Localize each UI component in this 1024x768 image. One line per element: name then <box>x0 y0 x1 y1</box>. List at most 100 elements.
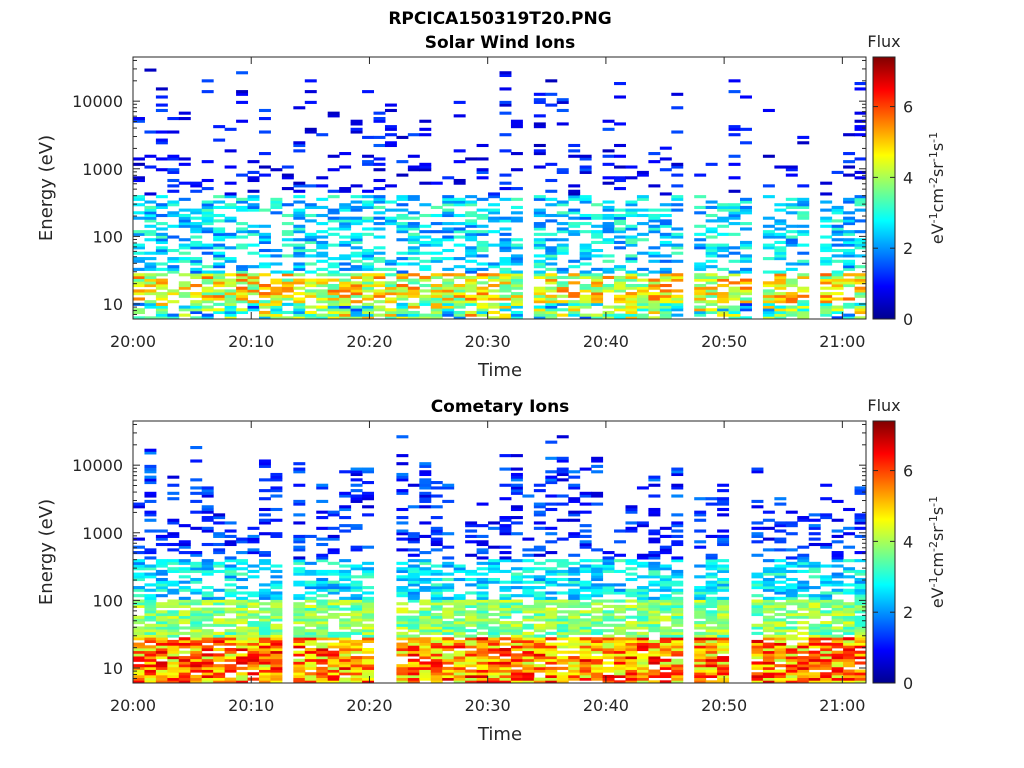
heatmap-cell <box>465 195 478 199</box>
heatmap-cell <box>636 283 649 288</box>
heatmap-cell <box>831 599 844 603</box>
heatmap-cell <box>362 205 375 209</box>
heatmap-cell <box>728 251 741 255</box>
heatmap-cell <box>854 526 867 530</box>
heatmap-cell <box>556 435 569 439</box>
heatmap-cell <box>774 246 787 250</box>
heatmap-cell <box>453 604 466 608</box>
heatmap-cell <box>636 658 649 662</box>
heatmap-cell <box>258 240 271 244</box>
heatmap-cell <box>648 564 661 568</box>
colorbar-tick-label: 0 <box>903 310 913 329</box>
heatmap-cell <box>854 629 867 633</box>
heatmap-cell <box>316 586 329 590</box>
heatmap-cell <box>362 615 375 619</box>
heatmap-cell <box>350 604 363 608</box>
heatmap-cell <box>281 187 294 191</box>
heatmap-cell <box>430 591 443 595</box>
heatmap-cell <box>533 680 546 684</box>
heatmap-cell <box>820 219 833 223</box>
heatmap-cell <box>213 623 226 627</box>
heatmap-cell <box>270 677 283 681</box>
heatmap-cell <box>316 316 329 320</box>
heatmap-cell <box>213 230 226 234</box>
heatmap-cell <box>499 238 512 242</box>
heatmap-cell <box>510 672 523 676</box>
heatmap-cell <box>476 637 489 641</box>
heatmap-cell <box>785 637 798 641</box>
heatmap-cell <box>133 561 145 565</box>
heatmap-cell <box>556 666 569 670</box>
heatmap-cell <box>636 208 649 212</box>
heatmap-cell <box>453 286 466 290</box>
heatmap-cell <box>350 294 363 298</box>
heatmap-cell <box>545 478 558 482</box>
heatmap-cell <box>545 674 558 679</box>
heatmap-cell <box>270 618 283 622</box>
heatmap-cell <box>178 669 191 673</box>
heatmap-cell <box>167 168 180 172</box>
heatmap-cell <box>419 642 432 646</box>
heatmap-cell <box>419 618 432 622</box>
heatmap-cell <box>843 238 856 242</box>
heatmap-cell <box>293 316 306 320</box>
heatmap-cell <box>155 577 168 582</box>
heatmap-cell <box>671 494 684 498</box>
heatmap-cell <box>602 637 615 641</box>
heatmap-cell <box>533 294 546 298</box>
heatmap-cell <box>579 270 592 274</box>
heatmap-cell <box>430 639 443 644</box>
heatmap-cell <box>442 273 455 277</box>
heatmap-cell <box>213 610 226 614</box>
heatmap-cell <box>602 561 615 565</box>
heatmap-cell <box>430 680 443 684</box>
heatmap-cell <box>327 666 340 670</box>
heatmap-cell <box>396 577 409 582</box>
heatmap-cell <box>625 208 638 212</box>
heatmap-cell <box>522 645 535 649</box>
heatmap-cell <box>144 499 157 503</box>
heatmap-cell <box>133 117 145 121</box>
heatmap-cell <box>155 602 168 606</box>
heatmap-cell <box>843 265 856 269</box>
x-tick-label: 20:00 <box>110 332 156 351</box>
heatmap-cell <box>281 310 294 315</box>
heatmap-cell <box>614 219 626 223</box>
heatmap-cell <box>762 669 775 673</box>
heatmap-cell <box>476 596 489 600</box>
heatmap-cell <box>407 634 420 638</box>
heatmap-cell <box>373 289 386 293</box>
heatmap-cell <box>831 534 844 538</box>
heatmap-cell <box>568 143 581 148</box>
heatmap-cell <box>488 672 500 676</box>
heatmap-cell <box>270 270 283 274</box>
heatmap-cell <box>717 577 730 582</box>
heatmap-cell <box>705 248 718 253</box>
heatmap-cell <box>671 621 684 625</box>
heatmap-cell <box>533 666 546 670</box>
heatmap-cell <box>316 510 329 514</box>
heatmap-cell <box>190 669 203 673</box>
heatmap-cell <box>545 666 558 670</box>
heatmap-cell <box>533 98 546 102</box>
heatmap-cell <box>258 265 271 269</box>
heatmap-cell <box>820 661 833 665</box>
heatmap-cell <box>740 259 752 263</box>
heatmap-cell <box>636 302 649 306</box>
heatmap-cell <box>144 224 157 228</box>
heatmap-cell <box>751 607 764 611</box>
heatmap-cell <box>453 607 466 611</box>
heatmap-cell <box>178 181 191 185</box>
heatmap-cell <box>419 580 432 584</box>
heatmap-cell <box>510 257 523 261</box>
heatmap-cell <box>133 653 145 657</box>
heatmap-cell <box>396 575 409 579</box>
heatmap-cell <box>167 618 180 622</box>
heatmap-cell <box>442 257 455 261</box>
heatmap-cell <box>820 631 833 635</box>
heatmap-cell <box>384 222 397 226</box>
heatmap-cell <box>614 187 626 191</box>
heatmap-cell <box>820 302 833 306</box>
